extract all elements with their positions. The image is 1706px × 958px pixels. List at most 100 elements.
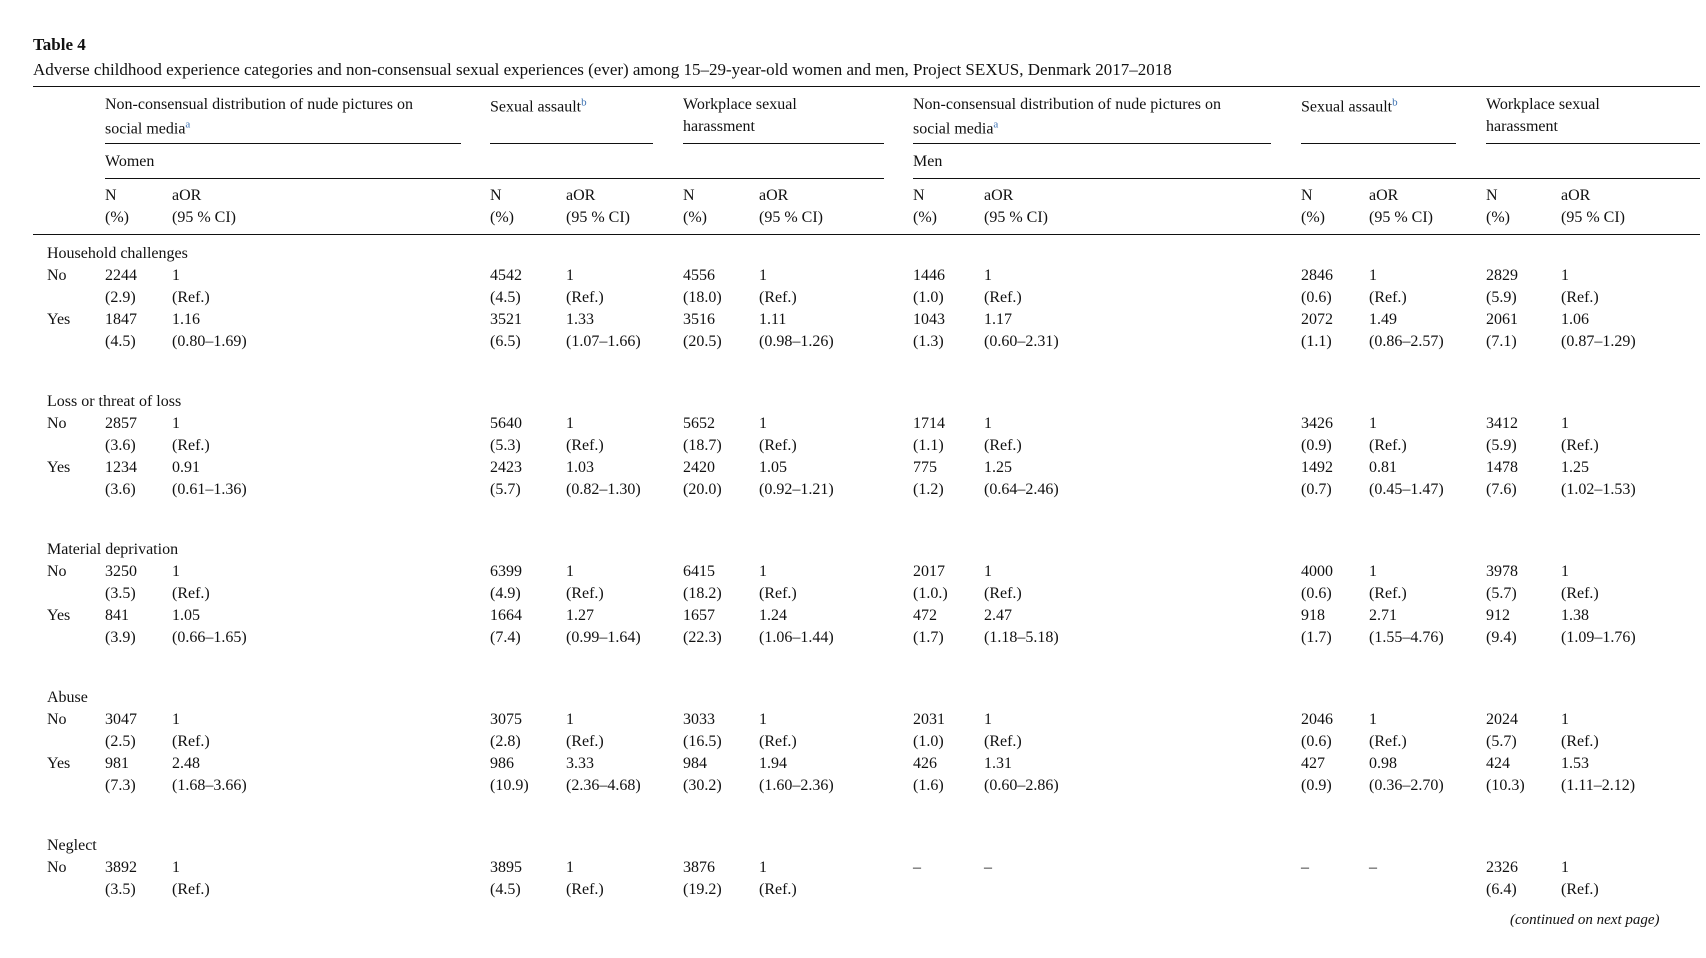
cell-aor: 1.33 — [566, 311, 594, 328]
section-title: Neglect — [47, 837, 97, 854]
cell-aor: 1 — [172, 267, 180, 284]
sex-label: Men — [913, 153, 943, 170]
column-header: social mediaa — [105, 118, 191, 138]
cell-ci: (0.99–1.64) — [566, 629, 641, 646]
cell-aor: 1.27 — [566, 607, 594, 624]
cell-n: 2326 — [1486, 859, 1518, 876]
cell-aor: 1 — [759, 563, 767, 580]
cell-aor: 1.17 — [984, 311, 1012, 328]
cell-ci: (0.60–2.31) — [984, 333, 1059, 350]
cell-ci: (0.87–1.29) — [1561, 333, 1636, 350]
cell-pct: (5.7) — [1486, 585, 1517, 602]
cell-pct: (18.7) — [683, 437, 722, 454]
cell-pct: (5.3) — [490, 437, 521, 454]
cell-n: 6399 — [490, 563, 522, 580]
cell-aor: 1 — [566, 267, 574, 284]
cell-aor: 1 — [1561, 267, 1569, 284]
row-label: Yes — [47, 607, 71, 624]
cell-ci: (2.36–4.68) — [566, 777, 641, 794]
rule — [913, 143, 1271, 144]
cell-aor: 1 — [172, 563, 180, 580]
cell-aor: 1 — [1561, 711, 1569, 728]
footnote-marker: b — [581, 96, 587, 109]
footnote-marker: b — [1392, 96, 1398, 109]
cell-pct: (1.3) — [913, 333, 944, 350]
cell-pct: (18.2) — [683, 585, 722, 602]
rule — [1486, 143, 1700, 144]
cell-pct: (3.6) — [105, 437, 136, 454]
cell-ci: (Ref.) — [172, 881, 210, 898]
cell-aor: 1 — [759, 859, 767, 876]
sex-label: Women — [105, 153, 155, 170]
sub-header: (%) — [490, 209, 514, 226]
cell-aor: 1 — [1561, 859, 1569, 876]
cell-aor: 1 — [984, 267, 992, 284]
cell-aor: 1.24 — [759, 607, 787, 624]
row-label: No — [47, 563, 67, 580]
cell-aor: 1.25 — [1561, 459, 1589, 476]
cell-pct: (4.9) — [490, 585, 521, 602]
cell-n: 3033 — [683, 711, 715, 728]
cell-ci: (Ref.) — [1561, 289, 1599, 306]
cell-ci: (Ref.) — [1369, 289, 1407, 306]
cell-pct: (5.7) — [1486, 733, 1517, 750]
table-caption: Adverse childhood experience categories … — [33, 60, 1172, 79]
cell-ci: (1.02–1.53) — [1561, 481, 1636, 498]
cell-pct: (22.3) — [683, 629, 722, 646]
cell-pct: (7.4) — [490, 629, 521, 646]
section-title: Loss or threat of loss — [47, 393, 182, 410]
cell-pct: (1.7) — [913, 629, 944, 646]
cell-n: 424 — [1486, 755, 1510, 772]
cell-ci: (0.92–1.21) — [759, 481, 834, 498]
cell-aor: – — [1369, 859, 1377, 876]
cell-pct: (0.6) — [1301, 289, 1332, 306]
sub-header: aOR — [1369, 187, 1399, 204]
cell-ci: (Ref.) — [1369, 733, 1407, 750]
cell-pct: (20.5) — [683, 333, 722, 350]
cell-ci: (0.61–1.36) — [172, 481, 247, 498]
cell-pct: (16.5) — [683, 733, 722, 750]
rule — [1301, 143, 1456, 144]
cell-pct: (0.6) — [1301, 733, 1332, 750]
cell-ci: (0.86–2.57) — [1369, 333, 1444, 350]
cell-pct: (4.5) — [105, 333, 136, 350]
cell-ci: (0.64–2.46) — [984, 481, 1059, 498]
sub-header: N — [913, 187, 925, 204]
cell-pct: (3.9) — [105, 629, 136, 646]
cell-aor: – — [984, 859, 992, 876]
cell-pct: (19.2) — [683, 881, 722, 898]
cell-n: 2024 — [1486, 711, 1518, 728]
cell-n: 2420 — [683, 459, 715, 476]
cell-pct: (5.9) — [1486, 289, 1517, 306]
cell-n: 1446 — [913, 267, 945, 284]
cell-aor: 1 — [1369, 563, 1377, 580]
cell-n: 912 — [1486, 607, 1510, 624]
cell-aor: 1.94 — [759, 755, 787, 772]
cell-pct: (2.9) — [105, 289, 136, 306]
cell-aor: 1 — [1561, 563, 1569, 580]
cell-ci: (1.11–2.12) — [1561, 777, 1636, 794]
cell-n: 2046 — [1301, 711, 1333, 728]
rule — [683, 143, 884, 144]
cell-pct: (1.2) — [913, 481, 944, 498]
cell-n: 2829 — [1486, 267, 1518, 284]
footer-note: (continued on next page) — [1510, 912, 1660, 928]
footnote-marker: a — [185, 118, 191, 131]
cell-pct: (2.5) — [105, 733, 136, 750]
cell-ci: (Ref.) — [566, 881, 604, 898]
cell-pct: (6.4) — [1486, 881, 1517, 898]
sub-header: aOR — [1561, 187, 1591, 204]
cell-aor: 1 — [984, 711, 992, 728]
cell-aor: 2.48 — [172, 755, 200, 772]
cell-pct: (4.5) — [490, 881, 521, 898]
cell-n: – — [913, 859, 921, 876]
cell-aor: 1 — [566, 415, 574, 432]
cell-pct: (3.5) — [105, 881, 136, 898]
cell-aor: 1.53 — [1561, 755, 1589, 772]
cell-n: 1234 — [105, 459, 137, 476]
section-title: Abuse — [47, 689, 88, 706]
cell-n: 3895 — [490, 859, 522, 876]
cell-n: 3978 — [1486, 563, 1518, 580]
sub-header: N — [105, 187, 117, 204]
